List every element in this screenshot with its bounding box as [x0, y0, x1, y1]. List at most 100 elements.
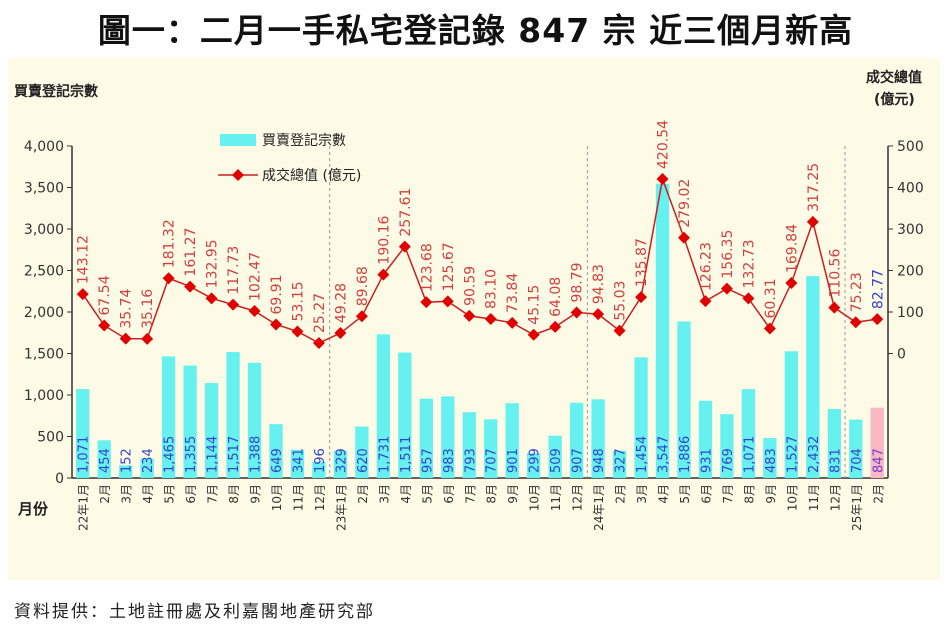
x-tick-label: 9月: [764, 484, 778, 504]
line-marker: [420, 296, 433, 309]
line-value-label: 67.54: [97, 275, 113, 315]
x-tick-label: 5月: [678, 484, 692, 504]
line-marker: [527, 328, 540, 341]
bar: [741, 389, 756, 478]
bar-value-label: 1,517: [227, 436, 242, 473]
line-value-label: 279.02: [677, 179, 693, 228]
bar: [290, 449, 305, 478]
x-tick-label: 25年1月: [850, 484, 864, 531]
line-value-label: 98.79: [570, 262, 586, 302]
bar-value-label: 769: [721, 448, 736, 473]
x-tick-label: 23年1月: [334, 484, 348, 531]
line-marker: [377, 268, 390, 281]
x-tick-label: 7月: [463, 484, 477, 504]
legend-line-label: 成交總值 (億元): [262, 167, 361, 184]
line-marker: [312, 337, 325, 350]
line-value-label: 55.03: [613, 281, 629, 321]
bar-value-label: 983: [442, 448, 457, 473]
line-value-label: 60.31: [763, 278, 779, 318]
line-marker: [549, 320, 562, 333]
bar: [462, 412, 476, 478]
bar: [827, 409, 841, 478]
bar-value-label: 1,071: [742, 436, 757, 473]
left-tick-label: 500: [37, 430, 64, 446]
x-tick-label: 11月: [291, 484, 305, 511]
bar: [527, 453, 541, 478]
bar: [677, 321, 691, 478]
right-tick-label: 100: [897, 305, 924, 321]
line-value-label: 25.27: [312, 293, 328, 333]
x-tick-label: 4月: [141, 484, 155, 504]
bar-value-label: 847: [871, 448, 886, 473]
x-tick-label: 5月: [163, 484, 177, 504]
x-tick-label: 10月: [528, 484, 542, 511]
chart-title: 圖一：二月一手私宅登記錄 847 宗 近三個月新高: [97, 11, 854, 50]
bar: [140, 458, 154, 478]
bar: [569, 402, 584, 478]
x-tick-label: 12月: [828, 484, 842, 511]
bar: [97, 440, 111, 478]
right-tick-label: 400: [897, 181, 924, 197]
bar-value-label: 1,144: [206, 436, 221, 473]
x-tick-label: 2月: [614, 484, 628, 504]
x-tick-label: 8月: [227, 484, 241, 504]
line-marker: [484, 313, 497, 326]
line-marker: [699, 295, 712, 308]
x-tick-label: 2月: [871, 484, 885, 504]
bar: [376, 334, 391, 478]
line-marker: [506, 316, 519, 329]
bar-value-label: 152: [120, 448, 135, 473]
x-tick-label: 7月: [721, 484, 735, 504]
line-marker: [570, 306, 583, 319]
bar-value-label: 299: [528, 448, 543, 473]
right-tick-label: 300: [897, 222, 924, 238]
line-marker: [720, 282, 733, 295]
line-marker: [248, 304, 261, 317]
bar-value-label: 1,511: [399, 436, 414, 473]
bar-value-label: 1,465: [163, 436, 178, 473]
line-marker: [184, 280, 197, 293]
bar: [312, 461, 326, 478]
line-marker: [162, 272, 175, 285]
left-tick-label: 2,000: [24, 305, 64, 321]
line-value-label: 123.68: [419, 243, 435, 292]
legend-bar-label: 買賣登記宗數: [262, 132, 346, 149]
bar: [333, 450, 348, 478]
bar-value-label: 1,527: [785, 436, 800, 473]
line-value-label: 132.95: [205, 239, 221, 288]
x-tick-label: 22年1月: [77, 484, 91, 531]
line-value-label: 64.08: [548, 277, 564, 317]
line-value-label: 169.84: [784, 224, 800, 273]
bar: [720, 414, 734, 478]
line-value-label: 117.73: [226, 246, 242, 295]
x-tick-label: 9月: [506, 484, 520, 504]
line-value-label: 82.77: [870, 269, 886, 309]
bar-value-label: 1,731: [377, 436, 392, 473]
line-value-label: 125.67: [441, 242, 457, 291]
line-marker: [828, 301, 841, 314]
bar-value-label: 1,355: [184, 436, 199, 473]
x-tick-label: 9月: [249, 484, 263, 504]
bar-value-label: 931: [699, 448, 714, 473]
x-tick-label: 11月: [549, 484, 563, 511]
bar-value-label: 2,432: [807, 436, 822, 473]
bar-value-label: 196: [313, 448, 328, 473]
bar: [591, 399, 605, 478]
line-marker: [742, 292, 755, 305]
right-tick-label: 0: [897, 347, 906, 363]
left-tick-label: 1,500: [24, 347, 64, 363]
line-value-label: 89.68: [355, 266, 371, 306]
bar: [784, 351, 799, 478]
line-value-label: 143.12: [76, 235, 92, 284]
line-value-label: 317.25: [806, 163, 822, 212]
line-marker: [463, 309, 476, 322]
line-marker: [592, 308, 605, 321]
line-value-label: 102.47: [248, 252, 264, 301]
bar-value-label: 234: [141, 448, 156, 473]
bar: [119, 465, 133, 478]
line-marker: [98, 319, 111, 332]
x-axis-title: 月份: [17, 500, 49, 518]
line-value-label: 181.32: [162, 219, 178, 268]
line-value-label: 53.15: [290, 281, 306, 321]
right-axis-title: 成交總值: [866, 69, 922, 86]
